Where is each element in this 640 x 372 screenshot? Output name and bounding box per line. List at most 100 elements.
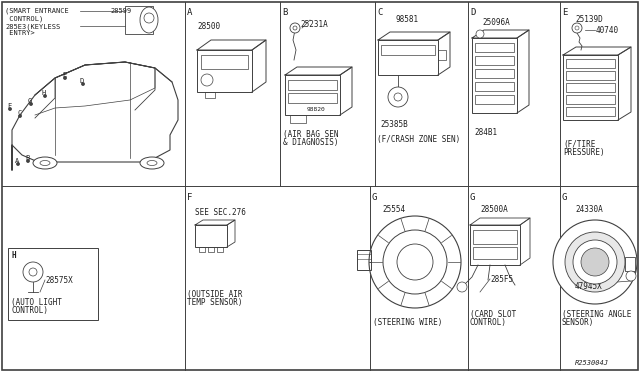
Text: CONTROL): CONTROL)	[11, 306, 48, 315]
Circle shape	[82, 83, 84, 85]
Circle shape	[581, 248, 609, 276]
Text: A: A	[15, 158, 19, 164]
Text: 24330A: 24330A	[575, 205, 603, 214]
Text: CONTROL): CONTROL)	[470, 318, 507, 327]
Bar	[197, 50, 252, 92]
Bar	[125, 6, 153, 34]
Bar	[217, 247, 223, 252]
Circle shape	[457, 282, 467, 292]
Circle shape	[553, 220, 637, 304]
Circle shape	[476, 30, 484, 38]
Text: (CARD SLOT: (CARD SLOT	[470, 310, 516, 319]
Text: (F/TIRE: (F/TIRE	[563, 140, 595, 149]
Bar	[475, 43, 514, 52]
Text: 28599: 28599	[110, 8, 131, 14]
Text: SEE SEC.276: SEE SEC.276	[195, 208, 246, 217]
Text: G: G	[470, 193, 476, 202]
Circle shape	[9, 108, 12, 110]
Bar	[475, 69, 514, 78]
Circle shape	[290, 23, 300, 33]
Bar	[473, 230, 517, 244]
Text: (F/CRASH ZONE SEN): (F/CRASH ZONE SEN)	[377, 135, 460, 144]
Bar	[199, 247, 205, 252]
Bar	[288, 93, 337, 103]
Bar	[473, 247, 517, 259]
Text: 285E3(KEYLESS: 285E3(KEYLESS	[5, 23, 60, 29]
Text: B: B	[25, 155, 29, 161]
Text: 25554: 25554	[382, 205, 405, 214]
Circle shape	[30, 103, 32, 105]
Bar	[438, 50, 446, 60]
Bar	[475, 56, 514, 65]
Text: H: H	[42, 90, 46, 96]
Circle shape	[388, 87, 408, 107]
Bar	[288, 80, 337, 90]
Circle shape	[626, 271, 636, 281]
Text: SENSOR): SENSOR)	[562, 318, 595, 327]
Text: B: B	[282, 8, 287, 17]
Text: PRESSURE): PRESSURE)	[563, 148, 605, 157]
Text: 40740: 40740	[596, 26, 619, 35]
Text: A: A	[187, 8, 193, 17]
Circle shape	[369, 216, 461, 308]
Bar	[470, 225, 520, 265]
Text: (SMART ENTRANCE: (SMART ENTRANCE	[5, 8, 68, 15]
Text: 28500: 28500	[197, 22, 220, 31]
Bar	[475, 82, 514, 91]
Circle shape	[573, 240, 617, 284]
Bar	[566, 83, 615, 92]
Text: 25231A: 25231A	[300, 20, 328, 29]
Text: G: G	[28, 98, 32, 104]
Text: G: G	[372, 193, 378, 202]
Text: 28500A: 28500A	[480, 205, 508, 214]
Circle shape	[19, 115, 21, 117]
Bar	[563, 55, 618, 120]
Bar	[381, 45, 435, 55]
Text: 25139D: 25139D	[575, 15, 603, 24]
Bar	[290, 115, 306, 123]
Bar	[566, 107, 615, 116]
Circle shape	[44, 95, 46, 97]
Bar	[566, 95, 615, 104]
Text: C: C	[17, 110, 21, 116]
Circle shape	[64, 77, 66, 79]
Text: 284B1: 284B1	[474, 128, 497, 137]
Bar	[8, 248, 98, 320]
Text: TEMP SENSOR): TEMP SENSOR)	[187, 298, 243, 307]
Bar	[625, 257, 635, 271]
Circle shape	[572, 23, 582, 33]
Bar	[566, 59, 615, 68]
Circle shape	[17, 163, 19, 165]
Circle shape	[383, 230, 447, 294]
Circle shape	[27, 160, 29, 162]
Bar	[378, 40, 438, 75]
Text: D: D	[470, 8, 476, 17]
Text: (OUTSIDE AIR: (OUTSIDE AIR	[187, 290, 243, 299]
Text: G: G	[562, 193, 568, 202]
Text: 98581: 98581	[395, 15, 418, 24]
Text: H: H	[11, 251, 15, 260]
Text: (AIR BAG SEN: (AIR BAG SEN	[283, 130, 339, 139]
Text: (STEERING WIRE): (STEERING WIRE)	[373, 318, 442, 327]
Ellipse shape	[33, 157, 57, 169]
Text: F: F	[187, 193, 193, 202]
Bar	[357, 250, 371, 270]
Circle shape	[397, 244, 433, 280]
Bar	[285, 75, 340, 115]
Text: E: E	[62, 72, 67, 78]
Text: 47945X: 47945X	[575, 282, 603, 291]
Text: C: C	[377, 8, 382, 17]
Bar	[357, 254, 371, 259]
Text: (STEERING ANGLE: (STEERING ANGLE	[562, 310, 632, 319]
Circle shape	[23, 262, 43, 282]
Text: 285F5: 285F5	[490, 275, 513, 284]
Bar	[205, 92, 215, 98]
Text: 98820: 98820	[307, 107, 326, 112]
Text: E: E	[562, 8, 568, 17]
Text: R253004J: R253004J	[575, 360, 609, 366]
Bar	[475, 95, 514, 104]
Text: (AUTO LIGHT: (AUTO LIGHT	[11, 298, 62, 307]
Text: 25096A: 25096A	[482, 18, 509, 27]
Bar	[201, 55, 248, 69]
Bar	[566, 71, 615, 80]
